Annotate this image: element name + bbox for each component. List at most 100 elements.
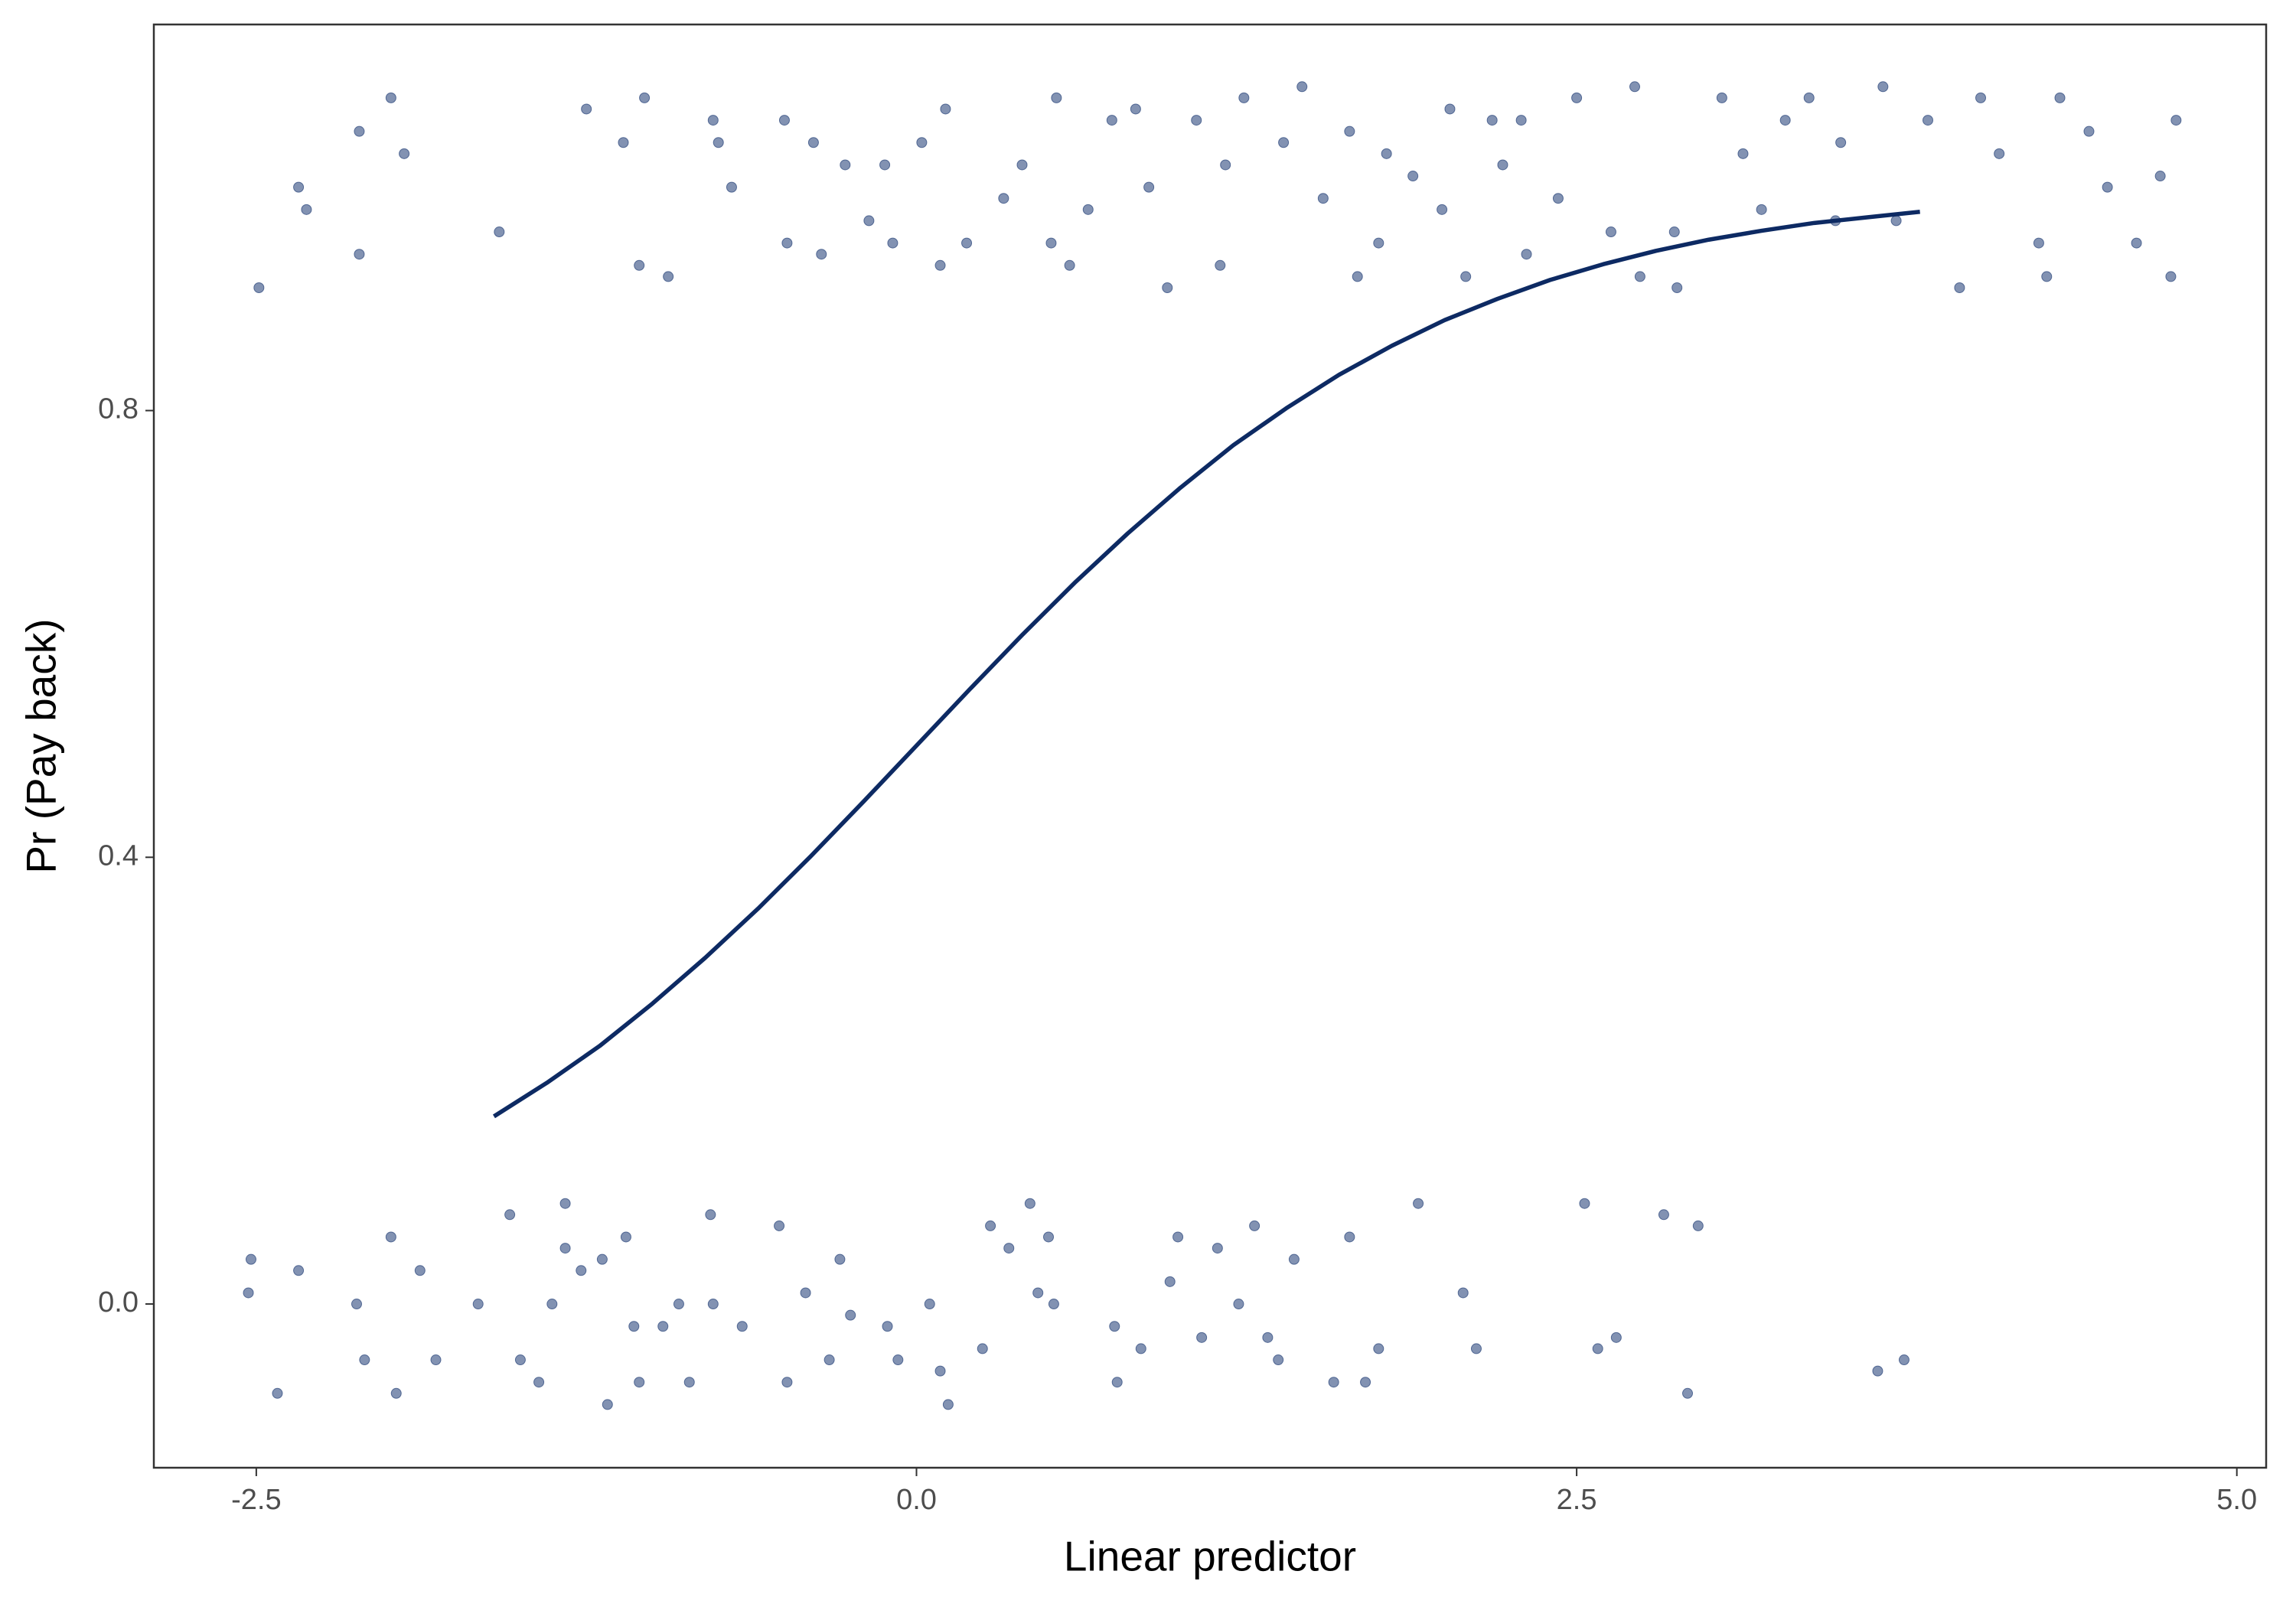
point <box>385 1231 396 1243</box>
point <box>1872 1365 1883 1377</box>
point <box>726 181 737 193</box>
point <box>1737 148 1749 159</box>
point <box>1043 1231 1055 1243</box>
point <box>1571 92 1583 103</box>
point <box>863 215 875 227</box>
point <box>892 1354 904 1366</box>
point <box>1779 115 1791 126</box>
point <box>1249 1220 1261 1231</box>
point <box>1668 227 1680 238</box>
point <box>253 282 265 293</box>
point <box>494 227 505 238</box>
point <box>1515 115 1527 126</box>
point <box>673 1299 684 1310</box>
point <box>272 1387 283 1399</box>
point <box>399 148 410 159</box>
point <box>1109 1321 1120 1332</box>
point <box>1164 1276 1176 1287</box>
point <box>245 1253 256 1265</box>
point <box>2102 181 2113 193</box>
point <box>1212 1243 1223 1254</box>
point <box>1162 282 1173 293</box>
point <box>1605 227 1616 238</box>
point <box>2131 237 2142 249</box>
point <box>1521 249 1532 260</box>
point <box>1278 137 1290 148</box>
point <box>882 1321 893 1332</box>
point <box>924 1299 935 1310</box>
point <box>628 1321 640 1332</box>
point <box>1024 1198 1035 1209</box>
point <box>1111 1377 1123 1388</box>
point <box>354 125 365 137</box>
point <box>1344 125 1355 137</box>
x-axis-title: Linear predictor <box>1064 1533 1356 1580</box>
point <box>354 249 365 260</box>
point <box>1003 1243 1015 1254</box>
point <box>834 1253 846 1265</box>
point <box>351 1299 362 1310</box>
point <box>940 103 951 115</box>
point <box>1470 1343 1482 1354</box>
point <box>781 1377 793 1388</box>
point <box>1064 259 1075 271</box>
y-tick-label: 0.0 <box>98 1286 139 1319</box>
point <box>1994 148 2005 159</box>
point <box>887 237 899 249</box>
point <box>634 1377 645 1388</box>
point <box>934 1365 946 1377</box>
point <box>807 137 819 148</box>
point <box>1890 215 1902 227</box>
point <box>293 181 305 193</box>
point <box>1497 159 1508 171</box>
point <box>1048 1299 1059 1310</box>
point <box>1407 171 1419 182</box>
point <box>1373 237 1384 249</box>
point <box>359 1354 370 1366</box>
point <box>1671 282 1683 293</box>
point <box>2165 271 2177 282</box>
point <box>293 1265 305 1276</box>
point <box>1328 1377 1339 1388</box>
point <box>1682 1387 1694 1399</box>
point <box>1220 159 1231 171</box>
point <box>1191 115 1202 126</box>
point <box>2054 92 2066 103</box>
point <box>2170 115 2182 126</box>
point <box>559 1198 571 1209</box>
y-tick-label: 0.4 <box>98 839 139 872</box>
point <box>1437 204 1448 215</box>
point <box>1460 271 1472 282</box>
point <box>1381 148 1392 159</box>
point <box>1196 1332 1208 1343</box>
point <box>2041 271 2053 282</box>
point <box>1975 92 1987 103</box>
point <box>1352 271 1363 282</box>
point <box>1610 1332 1622 1343</box>
point <box>430 1354 442 1366</box>
x-tick-label: 5.0 <box>2216 1484 2257 1516</box>
point <box>1172 1231 1184 1243</box>
point <box>823 1354 835 1366</box>
point <box>1579 1198 1590 1209</box>
x-tick-label: 2.5 <box>1557 1484 1597 1516</box>
point <box>705 1209 716 1221</box>
point <box>1296 81 1308 93</box>
point <box>934 259 946 271</box>
point <box>1045 237 1057 249</box>
point <box>707 1299 719 1310</box>
point <box>2033 237 2044 249</box>
point <box>657 1321 669 1332</box>
point <box>1016 159 1028 171</box>
point <box>800 1287 811 1299</box>
point <box>961 237 973 249</box>
y-tick-label: 0.8 <box>98 393 139 425</box>
point <box>1898 1354 1910 1366</box>
point <box>385 92 396 103</box>
point <box>414 1265 426 1276</box>
point <box>1954 282 1965 293</box>
point <box>390 1387 402 1399</box>
point <box>663 271 674 282</box>
point <box>546 1299 558 1310</box>
point <box>596 1253 608 1265</box>
